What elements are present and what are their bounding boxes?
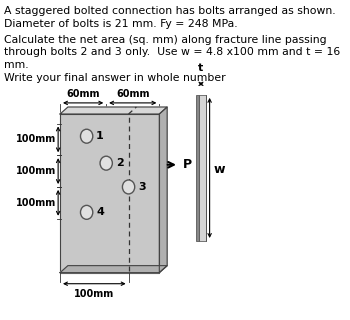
Text: t: t [198,63,204,73]
Text: w: w [214,163,225,176]
Circle shape [122,180,135,194]
Polygon shape [60,107,167,114]
Text: Calculate the net area (sq. mm) along fracture line passing: Calculate the net area (sq. mm) along fr… [4,35,327,45]
Circle shape [100,156,112,170]
Polygon shape [159,107,167,273]
Text: 1: 1 [96,131,104,141]
Bar [199,95,206,241]
Text: 100mm: 100mm [74,289,114,300]
Text: 2: 2 [116,158,124,168]
Text: Write your final answer in whole number: Write your final answer in whole number [4,73,226,84]
Text: Diameter of bolts is 21 mm. Fy = 248 MPa.: Diameter of bolts is 21 mm. Fy = 248 MPa… [4,19,238,29]
Circle shape [80,205,93,219]
Text: 100mm: 100mm [16,198,56,208]
Text: 100mm: 100mm [16,166,56,176]
Bar [196,95,199,241]
Text: mm.: mm. [4,60,29,70]
Text: P: P [182,158,192,171]
Text: through bolts 2 and 3 only.  Use w = 4.8 x100 mm and t = 16: through bolts 2 and 3 only. Use w = 4.8 … [4,47,341,57]
Text: 60mm: 60mm [116,89,149,99]
Circle shape [80,129,93,143]
Polygon shape [60,266,167,273]
Bar [60,114,159,273]
Text: A staggered bolted connection has bolts arranged as shown.: A staggered bolted connection has bolts … [4,6,336,16]
Text: 4: 4 [96,207,104,217]
Text: 60mm: 60mm [66,89,100,99]
Text: 100mm: 100mm [16,134,56,144]
Text: 3: 3 [138,182,146,192]
